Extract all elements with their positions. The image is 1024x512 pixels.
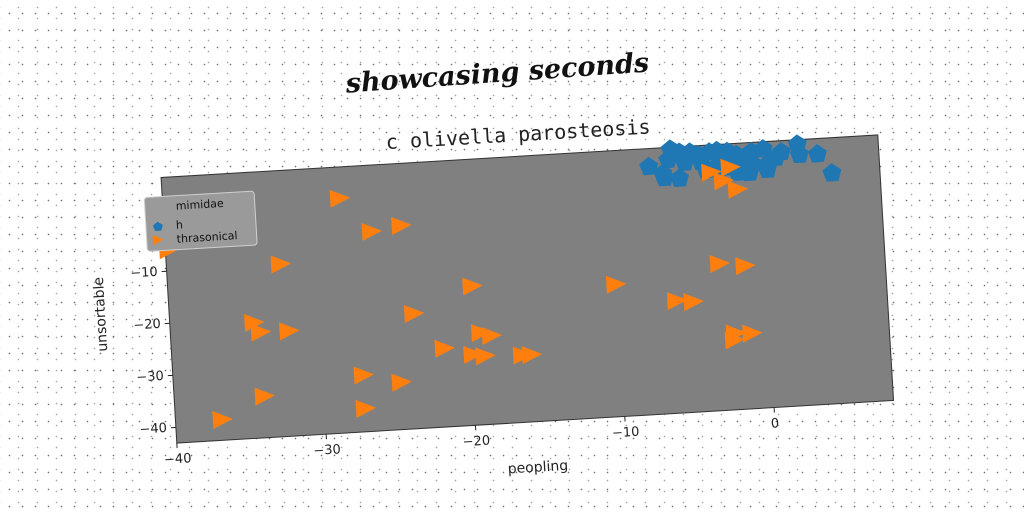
point-h-13	[674, 152, 694, 172]
point-h-19	[789, 144, 809, 164]
point-thrasonical-18	[463, 345, 484, 364]
point-thrasonical-30	[713, 172, 735, 191]
y-tick-label: −30	[136, 369, 164, 386]
y-tick-label: −10	[130, 265, 158, 282]
figure-heading: showcasing seconds	[344, 47, 650, 99]
x-tick-label: 0	[770, 416, 779, 431]
point-thrasonical-31	[727, 180, 749, 199]
axis-ticks: −40−30−20−1000−10−20−30−40	[130, 213, 780, 468]
x-axis-label: peopling	[507, 458, 568, 478]
point-thrasonical-25	[391, 373, 412, 392]
point-thrasonical-2	[391, 217, 412, 235]
point-thrasonical-19	[475, 347, 496, 366]
point-thrasonical-13	[666, 292, 688, 311]
point-thrasonical-1	[361, 222, 383, 241]
point-thrasonical-32	[720, 158, 741, 177]
plot-area	[160, 134, 895, 444]
point-thrasonical-33	[742, 324, 763, 343]
legend-title: mimidae	[175, 197, 224, 213]
point-h-20	[807, 144, 827, 163]
legend-label-thrasonical: thrasonical	[176, 229, 238, 246]
point-h-31	[822, 163, 842, 182]
point-thrasonical-10	[250, 323, 272, 342]
point-thrasonical-23	[724, 331, 746, 350]
point-thrasonical-15	[470, 324, 492, 343]
point-thrasonical-4	[270, 255, 292, 274]
point-thrasonical-14	[683, 293, 704, 312]
point-thrasonical-11	[279, 322, 300, 341]
point-thrasonical-0	[329, 189, 351, 208]
point-thrasonical-29	[701, 163, 722, 182]
legend-label-h: h	[176, 218, 184, 231]
point-h-29	[740, 162, 760, 182]
point-h-27	[669, 168, 689, 187]
legend-marker-h	[152, 221, 163, 231]
point-h-21	[639, 156, 659, 176]
point-thrasonical-21	[521, 346, 543, 365]
point-thrasonical-28	[212, 411, 233, 429]
x-tick-label: −10	[612, 425, 640, 442]
point-thrasonical-9	[244, 314, 265, 333]
point-thrasonical-12	[403, 305, 425, 324]
point-h-12	[658, 149, 678, 169]
y-axis-label: unsortable	[91, 276, 111, 352]
chart-title: c olivella parosteosis	[385, 114, 651, 154]
point-thrasonical-5	[462, 277, 483, 296]
point-h-30	[654, 167, 674, 187]
point-thrasonical-24	[353, 366, 375, 385]
point-thrasonical-7	[709, 255, 731, 274]
point-thrasonical-6	[605, 275, 627, 294]
point-thrasonical-27	[355, 399, 377, 418]
y-tick-label: −40	[139, 421, 167, 438]
point-thrasonical-26	[254, 387, 275, 406]
legend: mimidae h thrasonical	[143, 190, 258, 252]
point-h-9	[753, 139, 773, 158]
legend-marker-thrasonical	[152, 235, 164, 246]
point-thrasonical-8	[735, 257, 756, 276]
plot-group: c olivella parosteosis −40−30−20−1000−10…	[91, 114, 895, 478]
data-marks	[158, 134, 842, 429]
point-thrasonical-16	[481, 327, 503, 346]
point-h-32	[757, 159, 777, 179]
legend-box	[143, 190, 258, 252]
point-thrasonical-17	[434, 339, 455, 358]
y-tick-label: −20	[133, 317, 161, 334]
x-tick-label: −30	[313, 442, 341, 459]
x-tick-label: −40	[164, 451, 192, 468]
x-tick-label: −20	[462, 433, 490, 450]
